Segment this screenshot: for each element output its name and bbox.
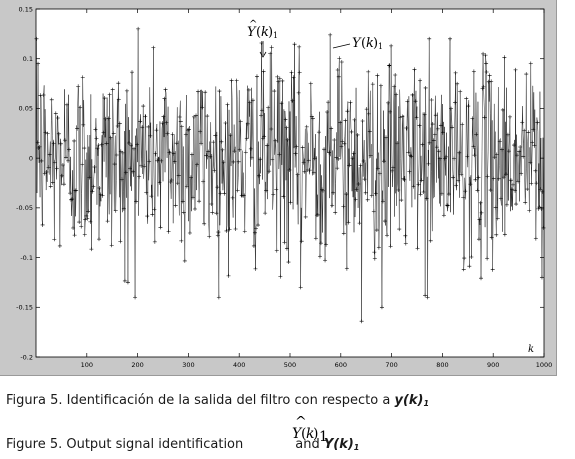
marker-layer [34, 26, 546, 324]
y-tick-label: -0.2 [20, 353, 33, 361]
svg-text:(: ( [256, 25, 261, 40]
figure-caption-english: Figure 5. Output signal identification an… [6, 437, 359, 452]
svg-text:1: 1 [319, 429, 328, 444]
caption-es-sub: 1 [423, 399, 430, 408]
x-tick-label: 200 [131, 361, 143, 369]
x-tick-label: 800 [436, 361, 448, 369]
y-tick-label: 0.05 [19, 105, 33, 113]
x-tick-label: 1000 [536, 361, 553, 369]
caption-en-sub: 1 [353, 443, 360, 452]
svg-text:1: 1 [273, 31, 278, 40]
caption-en-and: and [295, 437, 324, 452]
x-axis: 100 200 300 400 500 600 700 800 900 1000 [81, 9, 553, 369]
y-axis: 0.15 0.1 0.05 0 -0.05 -0.1 -0.15 -0.2 [16, 5, 544, 361]
line-chart: 0.15 0.1 0.05 0 -0.05 -0.1 -0.15 -0.2 100 200 300… [16, 5, 553, 369]
x-tick-label: 600 [335, 361, 347, 369]
svg-text:Y: Y [352, 36, 362, 51]
y-tick-label: -0.1 [20, 254, 33, 262]
svg-text:): ) [268, 25, 273, 40]
svg-text:k: k [306, 426, 314, 442]
y-pointer [332, 43, 351, 49]
svg-text:): ) [313, 426, 318, 442]
caption-es-text: Figura 5. Identificación de la salida de… [6, 393, 395, 408]
y-tick-label: -0.15 [16, 304, 33, 312]
x-tick-label: 900 [487, 361, 499, 369]
svg-text:Y: Y [292, 426, 303, 442]
x-tick-label: 500 [284, 361, 296, 369]
series-markers [34, 26, 546, 324]
series-line [36, 28, 545, 322]
svg-text:(: ( [301, 426, 306, 442]
svg-text:(: ( [361, 36, 366, 51]
y-tick-label: 0 [29, 154, 33, 162]
caption-en-var: Y(k) [323, 437, 354, 452]
y-tick-label: 0.1 [23, 55, 33, 63]
svg-text:): ) [373, 36, 378, 51]
svg-text:Y: Y [247, 25, 257, 40]
x-tick-label: 400 [233, 361, 245, 369]
caption-es-var: y(k) [394, 393, 424, 408]
svg-text:^: ^ [295, 416, 307, 430]
caption-yhat-symbol: ^ Y ( k ) 1 [292, 416, 328, 444]
svg-text:^: ^ [249, 19, 257, 30]
yhat-annotation: Y ^ ( k ) 1 [247, 19, 278, 58]
caption-en-text: Figure 5. Output signal identification [6, 437, 244, 452]
figure-caption-spanish: Figura 5. Identificación de la salida de… [6, 393, 429, 408]
svg-text:k: k [261, 25, 269, 40]
x-tick-label: 100 [81, 361, 93, 369]
x-tick-label: 300 [182, 361, 194, 369]
svg-text:k: k [366, 36, 374, 51]
yhat-arrowhead [259, 51, 267, 58]
svg-text:1: 1 [378, 42, 383, 51]
signal-layer [36, 28, 545, 322]
x-tick-label: 700 [385, 361, 397, 369]
x-axis-label: k [528, 344, 534, 355]
y-tick-label: -0.05 [16, 204, 33, 212]
y-annotation: Y ( k ) 1 [332, 36, 383, 51]
figure-frame: 0.15 0.1 0.05 0 -0.05 -0.1 -0.15 -0.2 100 200 300… [0, 0, 557, 376]
y-tick-label: 0.15 [19, 5, 33, 13]
